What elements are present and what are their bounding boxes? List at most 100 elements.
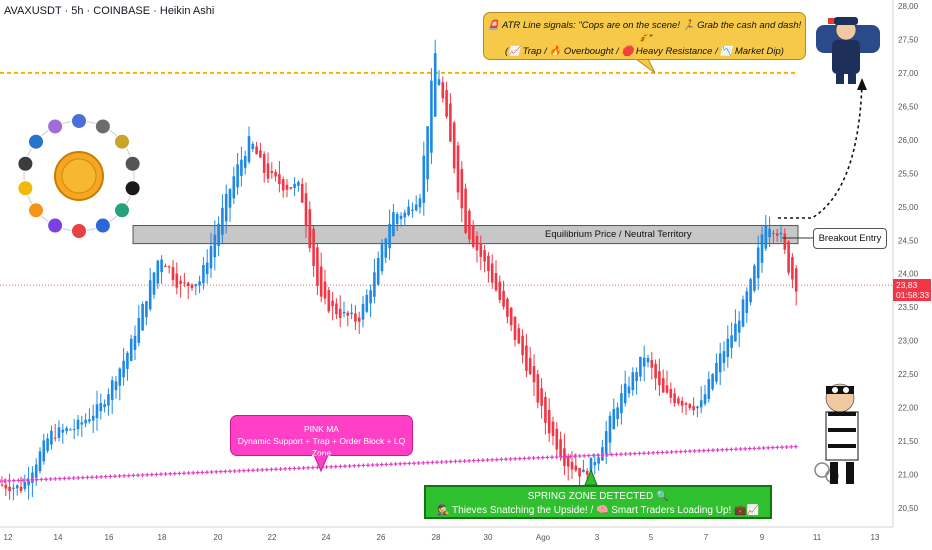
candle-body [342, 311, 346, 314]
candle-body [262, 153, 266, 173]
candle-body [107, 394, 110, 406]
candle-body [536, 374, 540, 403]
candle-body [718, 353, 722, 373]
candle-body [532, 366, 536, 383]
thief-body [825, 411, 859, 461]
x-tick-label: 30 [484, 533, 493, 542]
current-price-value: 23,83 [896, 280, 918, 290]
candle-body [304, 193, 308, 226]
candle-body [103, 404, 106, 408]
candle-body [528, 358, 532, 374]
candle-body [323, 281, 327, 299]
candle-body [544, 397, 547, 423]
candle-body [327, 290, 331, 312]
thief-shirt-stripe [828, 428, 856, 432]
candle-body [547, 409, 551, 434]
candle-body [300, 183, 304, 203]
candle-body [456, 145, 460, 193]
candle-body [540, 388, 543, 406]
y-tick-label: 20,50 [898, 504, 919, 513]
candle-body [8, 486, 11, 492]
candle-body [12, 487, 15, 489]
candle-body [361, 303, 365, 320]
candle-body [72, 428, 76, 430]
candle-body [38, 451, 42, 472]
candle-body [403, 212, 407, 218]
candle-body [270, 170, 274, 173]
candle-body [164, 265, 167, 268]
candle-body [384, 238, 388, 258]
candle-body [646, 358, 650, 363]
candle-body [764, 225, 768, 249]
candle-body [331, 300, 334, 307]
candle-body [650, 360, 654, 368]
candle-body [791, 257, 794, 280]
candle-body [749, 279, 752, 303]
candle-body [224, 193, 228, 222]
candle-body [95, 404, 99, 419]
candle-body [148, 280, 152, 310]
candle-body [635, 372, 638, 382]
crypto-coin-icon [124, 180, 141, 197]
bar-countdown-timer: 01:58:33 [896, 290, 930, 300]
spring-zone-subtitle: 🕵️ Thieves Snatching the Upside! / 🧠 Sma… [437, 505, 759, 516]
y-tick-label: 28,00 [898, 2, 919, 11]
candle-body [34, 464, 38, 478]
candle-body [551, 421, 555, 436]
candle-body [0, 484, 4, 486]
current-price-tag: 23,83 01:58:33 [893, 279, 931, 301]
candle-body [741, 299, 745, 327]
candle-body [69, 429, 72, 431]
candle-body [88, 419, 91, 422]
candle-body [521, 335, 524, 356]
keys-icon [814, 462, 830, 478]
thief-mask [826, 386, 854, 394]
candle-body [179, 280, 182, 285]
candle-body [661, 378, 665, 393]
candle-body [574, 465, 578, 471]
y-tick-label: 21,50 [898, 437, 919, 446]
candle-body [209, 246, 213, 269]
candle-body [498, 281, 502, 301]
pink-ma-callout: PINK MA Dynamic Support + Trap + Order B… [230, 415, 413, 458]
candle-body [665, 385, 669, 393]
y-tick-label: 22,50 [898, 370, 919, 379]
candle-body [658, 371, 661, 386]
x-tick-label: 24 [322, 533, 331, 542]
candle-body [642, 357, 646, 367]
candle-body [126, 352, 129, 369]
candle-body [414, 204, 418, 211]
candle-body [760, 234, 764, 263]
x-tick-label: 13 [871, 533, 880, 542]
crypto-coin-icon [27, 133, 44, 150]
candle-body [623, 383, 627, 404]
candle-body [156, 260, 160, 284]
candle-body [703, 394, 707, 404]
candle-body [608, 415, 612, 443]
candle-body [350, 312, 353, 315]
candle-body [145, 301, 148, 318]
candle-body [202, 264, 205, 284]
candle-body [221, 207, 224, 235]
candle-body [373, 272, 376, 297]
candle-body [160, 259, 163, 273]
candle-body [722, 351, 726, 363]
bitcoin-inner-ring [61, 158, 97, 194]
candle-body [316, 247, 319, 286]
breakout-entry-label: Breakout Entry [813, 228, 887, 249]
candle-body [487, 255, 490, 272]
y-tick-label: 23,50 [898, 303, 919, 312]
thief-shirt-stripe [828, 420, 856, 424]
x-tick-label: 26 [377, 533, 386, 542]
thief-shirt-stripe [828, 412, 856, 416]
candle-body [190, 284, 194, 289]
crypto-coin-icon [94, 217, 111, 234]
candle-body [673, 393, 676, 404]
candle-body [392, 212, 395, 237]
candle-body [243, 155, 247, 168]
atr-callout-line2: (📈 Trap / 🔥 Overbought / 🛑 Heavy Resista… [505, 46, 784, 57]
candle-body [23, 481, 27, 489]
candle-body [133, 335, 137, 350]
candle-body [775, 233, 779, 236]
